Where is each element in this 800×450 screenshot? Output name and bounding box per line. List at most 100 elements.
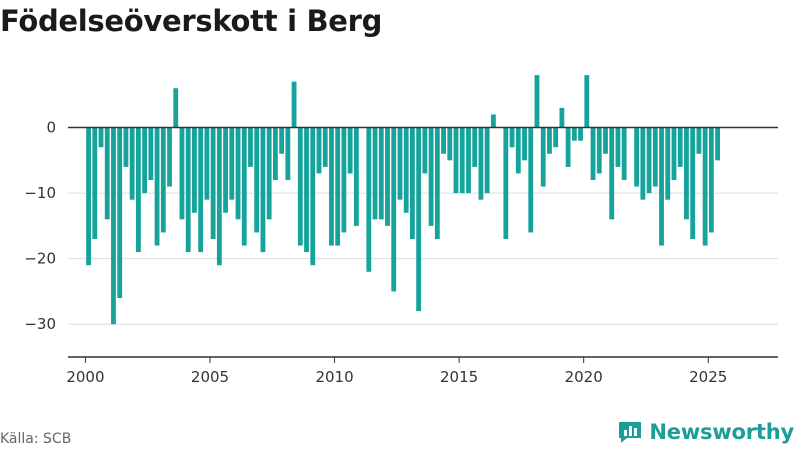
bar	[441, 127, 446, 154]
y-tick-label: −20	[24, 250, 56, 268]
bar	[547, 127, 552, 154]
bar	[403, 127, 409, 213]
bar	[509, 127, 515, 148]
bar	[123, 127, 129, 167]
bar	[154, 127, 160, 246]
y-tick-label: −10	[24, 184, 56, 202]
bar	[459, 127, 465, 194]
bar	[428, 127, 434, 226]
bar	[322, 127, 328, 167]
bar	[397, 127, 403, 200]
bar	[117, 127, 123, 298]
bar	[111, 127, 116, 325]
bar	[447, 127, 453, 161]
bar	[160, 127, 166, 233]
bar	[329, 127, 334, 246]
bar	[223, 127, 228, 213]
bar	[248, 127, 253, 167]
bar	[254, 127, 260, 233]
bar	[266, 127, 272, 220]
bar	[640, 127, 646, 200]
bar	[590, 127, 596, 180]
bar	[596, 127, 602, 174]
bar	[540, 127, 546, 187]
bar	[285, 127, 291, 180]
bar	[409, 127, 415, 239]
bar	[179, 127, 185, 220]
bar	[534, 75, 540, 128]
bar	[216, 127, 222, 266]
bar	[677, 127, 683, 167]
bar	[559, 107, 565, 128]
bar	[104, 127, 110, 220]
bar	[609, 127, 615, 220]
bar	[316, 127, 322, 174]
bar	[204, 127, 210, 200]
bar	[167, 127, 172, 187]
bar	[372, 127, 378, 220]
bar	[129, 127, 135, 200]
bar	[472, 127, 478, 167]
bar	[341, 127, 347, 233]
bar	[490, 114, 496, 128]
bar	[210, 127, 216, 239]
bar	[416, 127, 422, 312]
bar	[310, 127, 316, 266]
y-tick-label: 0	[46, 119, 56, 137]
bar	[335, 127, 341, 246]
bar	[92, 127, 98, 239]
bar	[702, 127, 708, 246]
x-tick-label: 2010	[315, 368, 353, 386]
bar	[185, 127, 191, 253]
bar	[148, 127, 154, 180]
bar	[272, 127, 278, 180]
bar	[229, 127, 235, 200]
bar	[347, 127, 353, 174]
bar	[453, 127, 459, 194]
bar	[708, 127, 714, 233]
brand-name: Newsworthy	[649, 420, 794, 444]
bar	[98, 127, 104, 148]
grid-lines	[68, 192, 778, 325]
bar	[603, 127, 608, 154]
bar	[142, 127, 148, 194]
bar	[652, 127, 658, 187]
bar	[391, 127, 397, 292]
bar	[135, 127, 141, 253]
bar	[353, 127, 359, 226]
bar	[484, 127, 490, 194]
bar	[584, 75, 590, 128]
bar	[665, 127, 671, 200]
bar	[86, 127, 91, 266]
bar	[684, 127, 689, 220]
bar	[578, 127, 583, 141]
bar	[528, 127, 534, 233]
bar	[291, 81, 297, 128]
bar	[279, 127, 285, 154]
bar	[198, 127, 204, 253]
source-note: Källa: SCB	[0, 431, 72, 447]
bar	[192, 127, 197, 213]
bar	[715, 127, 721, 161]
bar	[385, 127, 390, 226]
bar	[659, 127, 664, 246]
bar	[235, 127, 241, 220]
bar	[690, 127, 696, 239]
bar	[478, 127, 484, 200]
bar	[615, 127, 621, 167]
bar	[565, 127, 571, 167]
bar	[422, 127, 428, 174]
brand-logo: Newsworthy	[617, 420, 794, 444]
bar	[696, 127, 702, 154]
x-tick-label: 2000	[66, 368, 104, 386]
bar	[173, 88, 179, 128]
chart-title: Födelseöverskott i Berg	[0, 4, 383, 38]
bar	[571, 127, 577, 141]
x-tick-label: 2025	[689, 368, 727, 386]
x-tick-label: 2005	[191, 368, 229, 386]
bar	[466, 127, 471, 194]
bar	[634, 127, 640, 187]
bar	[621, 127, 627, 180]
x-tick-label: 2015	[440, 368, 478, 386]
